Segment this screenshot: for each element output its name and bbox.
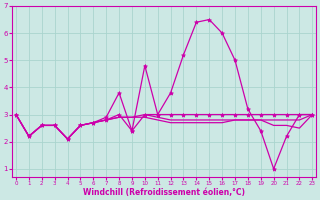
X-axis label: Windchill (Refroidissement éolien,°C): Windchill (Refroidissement éolien,°C)	[83, 188, 245, 197]
